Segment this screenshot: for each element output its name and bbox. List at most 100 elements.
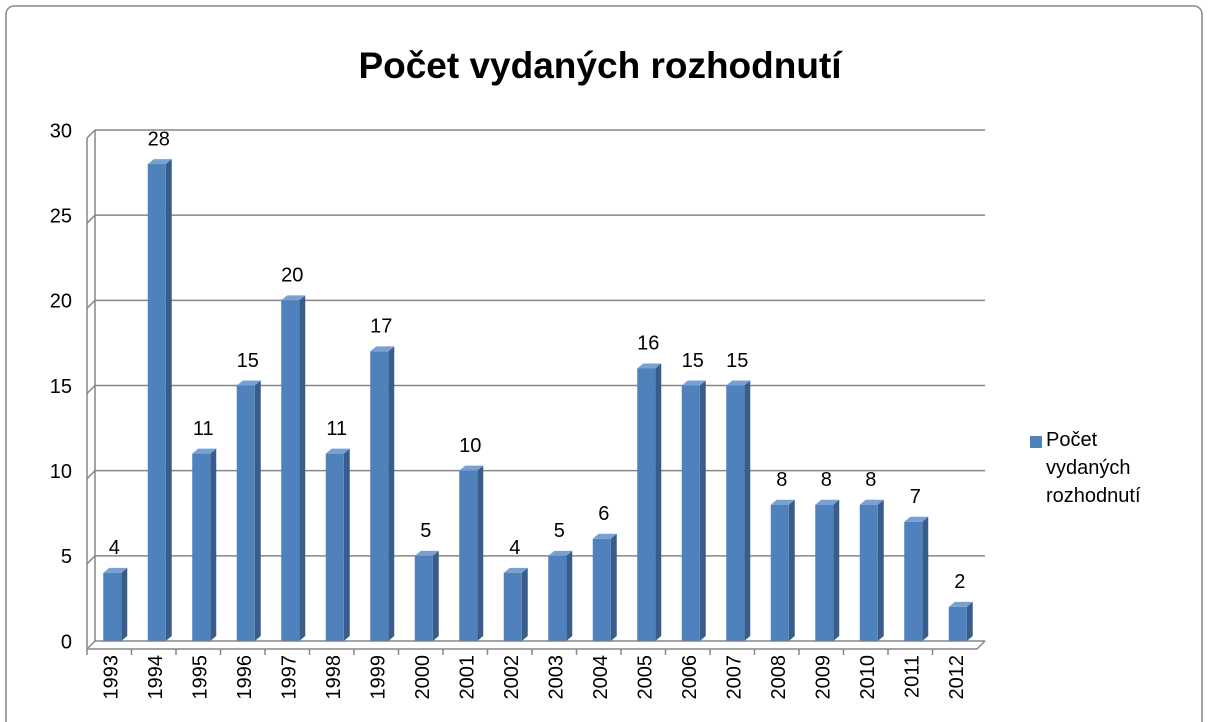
data-label: 11 bbox=[193, 418, 214, 440]
x-tick-label: 2000 bbox=[412, 655, 434, 700]
x-tick-label: 2011 bbox=[902, 655, 924, 698]
bar bbox=[815, 504, 834, 641]
bar-top bbox=[414, 550, 439, 556]
bar-side bbox=[610, 533, 617, 641]
bar bbox=[281, 300, 300, 641]
bar-side bbox=[833, 499, 840, 641]
bar bbox=[459, 470, 478, 641]
bar bbox=[370, 351, 389, 641]
grid-line-depth bbox=[86, 384, 96, 395]
bar-side bbox=[210, 448, 217, 641]
legend: Počet vydaných rozhodnutí bbox=[1030, 426, 1160, 510]
grid-line-depth bbox=[86, 299, 96, 309]
data-label: 10 bbox=[459, 435, 481, 457]
y-tick-label: 10 bbox=[50, 461, 72, 483]
y-tick-label: 15 bbox=[50, 376, 72, 398]
x-tick-label: 1999 bbox=[368, 655, 390, 700]
bar bbox=[548, 555, 567, 641]
bar-top bbox=[548, 550, 573, 556]
bar-side bbox=[566, 550, 573, 641]
bar-side bbox=[699, 380, 706, 641]
bar bbox=[859, 504, 878, 641]
data-label: 2 bbox=[954, 571, 965, 593]
y-tick-label: 20 bbox=[50, 291, 72, 313]
bar-top bbox=[904, 516, 929, 522]
x-tick-label: 1994 bbox=[145, 655, 167, 700]
data-label: 8 bbox=[865, 469, 876, 491]
x-tick-label: 2003 bbox=[546, 655, 568, 700]
data-label: 15 bbox=[726, 350, 748, 372]
x-tick-label: 2002 bbox=[501, 655, 523, 700]
bar-side bbox=[966, 601, 973, 641]
data-label: 8 bbox=[776, 469, 787, 491]
bar bbox=[236, 385, 255, 641]
bar-side bbox=[655, 363, 662, 641]
bar bbox=[325, 453, 344, 641]
bar-side bbox=[165, 159, 172, 642]
bar-side bbox=[254, 380, 261, 641]
x-tick-label: 2009 bbox=[813, 655, 835, 700]
bar-side bbox=[521, 567, 528, 641]
bar bbox=[637, 368, 656, 641]
y-tick-label: 0 bbox=[61, 631, 72, 653]
y-tick-label: 5 bbox=[61, 546, 72, 568]
x-tick-label: 2004 bbox=[590, 655, 612, 700]
bar-top bbox=[192, 448, 217, 454]
data-label: 5 bbox=[554, 520, 565, 542]
bar-side bbox=[432, 550, 439, 641]
bar-top bbox=[770, 499, 795, 505]
bar-side bbox=[299, 295, 306, 641]
data-label: 4 bbox=[109, 537, 120, 559]
bar-side bbox=[121, 567, 128, 641]
bar bbox=[904, 521, 923, 641]
bar bbox=[948, 606, 967, 641]
bar-top bbox=[370, 346, 395, 352]
y-tick-label: 25 bbox=[50, 205, 72, 227]
x-tick-label: 1996 bbox=[234, 655, 256, 700]
x-tick-label: 1993 bbox=[101, 655, 123, 700]
x-tick-label: 2007 bbox=[724, 655, 746, 700]
x-tick-label: 2001 bbox=[457, 655, 479, 700]
bar-top bbox=[637, 363, 662, 369]
bar-top bbox=[726, 380, 751, 386]
y-tick-label: 30 bbox=[50, 120, 72, 142]
bar-top bbox=[147, 159, 172, 165]
bar bbox=[592, 538, 611, 641]
data-label: 6 bbox=[598, 503, 609, 525]
data-label: 16 bbox=[637, 333, 659, 355]
x-tick-label: 1998 bbox=[323, 655, 345, 700]
x-tick-label: 2008 bbox=[768, 655, 790, 700]
bar bbox=[147, 164, 166, 642]
bar-top bbox=[681, 380, 706, 386]
bar-top bbox=[459, 465, 484, 471]
data-label: 20 bbox=[281, 265, 303, 287]
data-label: 28 bbox=[148, 128, 170, 150]
chart-title: Počet vydaných rozhodnutí bbox=[358, 45, 843, 86]
bar-top bbox=[815, 499, 840, 505]
bar-side bbox=[744, 380, 751, 641]
bar-side bbox=[922, 516, 929, 641]
legend-swatch bbox=[1030, 436, 1042, 448]
bar bbox=[726, 385, 745, 641]
x-axis-depth bbox=[976, 640, 986, 650]
x-tick-label: 1995 bbox=[190, 655, 212, 700]
bar-top bbox=[503, 567, 528, 573]
bar-side bbox=[877, 499, 884, 641]
bar bbox=[192, 453, 211, 641]
bar-side bbox=[343, 448, 350, 641]
bar-top bbox=[236, 380, 261, 386]
data-label: 7 bbox=[910, 486, 921, 508]
x-tick-label: 2006 bbox=[679, 655, 701, 700]
bar-side bbox=[788, 499, 795, 641]
bar bbox=[103, 572, 122, 641]
grid-line-depth bbox=[86, 555, 96, 565]
bar-top bbox=[325, 448, 350, 454]
x-tick-label: 1997 bbox=[279, 655, 301, 700]
data-label: 5 bbox=[420, 520, 431, 542]
data-label: 15 bbox=[237, 350, 259, 372]
bar-side bbox=[477, 465, 484, 641]
bar-top bbox=[948, 601, 973, 607]
grid-line-depth bbox=[86, 214, 96, 224]
data-label: 8 bbox=[821, 469, 832, 491]
